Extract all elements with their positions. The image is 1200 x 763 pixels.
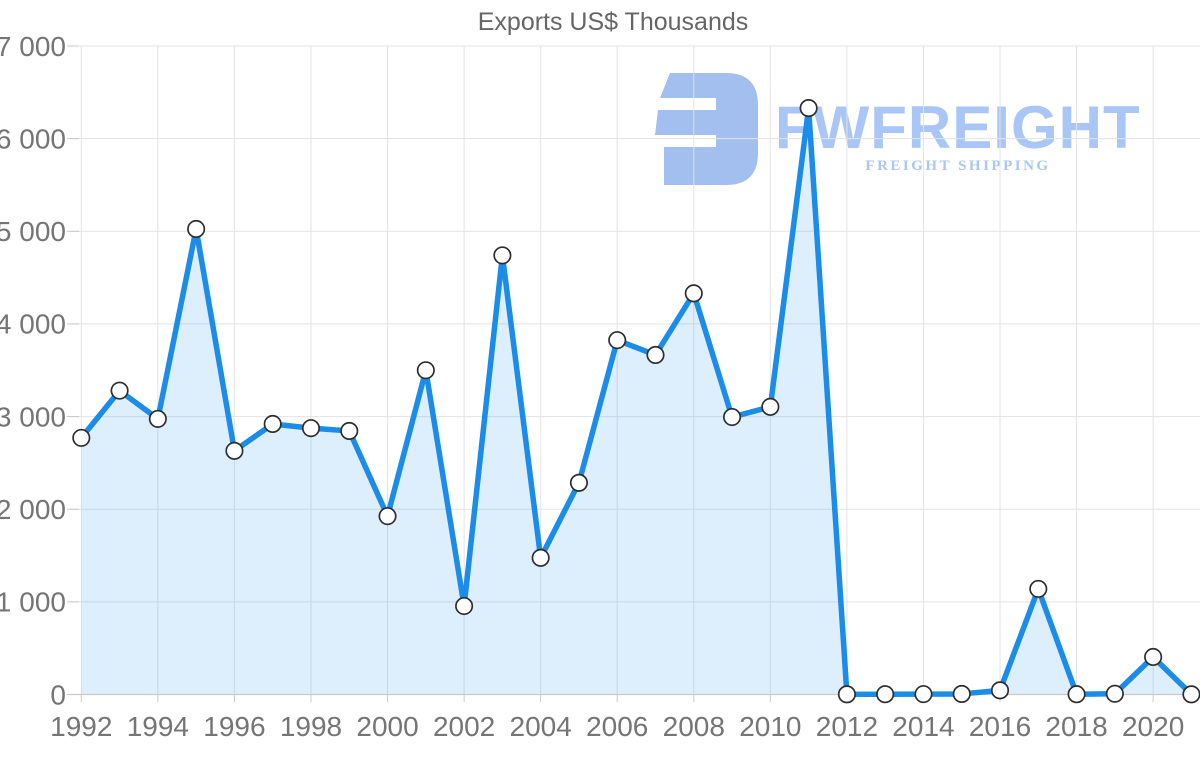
- x-axis-tick-label: 2014: [892, 711, 954, 742]
- data-point-marker[interactable]: [301, 419, 321, 438]
- y-axis-tick-label: 0: [50, 679, 66, 710]
- data-point-marker[interactable]: [990, 681, 1010, 700]
- chart-title: Exports US$ Thousands: [477, 8, 749, 36]
- y-axis-tick-label: 3 000: [0, 401, 66, 432]
- data-point-marker[interactable]: [493, 246, 512, 265]
- data-point-marker[interactable]: [225, 441, 244, 460]
- gridlines: [70, 45, 1200, 695]
- y-axis-tick-label: 4 000: [0, 309, 66, 340]
- x-axis-tick-label: 1994: [127, 711, 189, 742]
- y-axis-tick-label: 1 000: [0, 587, 66, 618]
- data-point-marker[interactable]: [148, 409, 167, 428]
- data-point-marker[interactable]: [416, 361, 435, 380]
- x-axis-tick-label: 2018: [1045, 711, 1107, 742]
- x-axis-tick-label: 2006: [586, 711, 648, 742]
- x-axis-tick-label: 2010: [739, 711, 801, 742]
- y-axis-tick-label: 7 000: [0, 31, 66, 62]
- x-axis-tick-label: 1998: [280, 711, 342, 742]
- data-point-marker[interactable]: [1144, 647, 1163, 667]
- data-point-marker[interactable]: [608, 331, 627, 350]
- data-point-marker[interactable]: [569, 473, 588, 492]
- data-point-marker[interactable]: [952, 684, 971, 703]
- y-axis-tick-label: 6 000: [0, 123, 66, 154]
- data-point-marker[interactable]: [1029, 579, 1048, 598]
- data-point-marker[interactable]: [914, 685, 933, 704]
- y-axis-tick-label: 5 000: [0, 216, 66, 247]
- data-point-marker[interactable]: [455, 596, 474, 616]
- data-point-marker[interactable]: [646, 345, 665, 365]
- data-point-marker[interactable]: [263, 414, 282, 434]
- x-axis-labels: 1992 1994 1996 1998 2000 2002 2004 2006 2008 2010…: [50, 711, 1184, 742]
- x-axis-tick-label: 2000: [356, 711, 418, 742]
- data-point-marker[interactable]: [72, 428, 91, 447]
- x-axis-tick-label: 2012: [816, 711, 878, 742]
- data-point-marker[interactable]: [799, 99, 818, 118]
- x-axis-tick-label: 1992: [50, 711, 112, 742]
- data-point-marker[interactable]: [761, 397, 780, 416]
- x-axis-tick-label: 2004: [510, 711, 572, 742]
- data-point-marker[interactable]: [684, 284, 703, 303]
- data-point-marker[interactable]: [378, 507, 397, 526]
- data-point-marker[interactable]: [837, 685, 856, 704]
- data-point-marker[interactable]: [723, 407, 742, 427]
- y-axis-labels: 0 1 000 2 000 3 000 4 000 5 000 6 000 7 000: [0, 31, 66, 710]
- data-point-marker[interactable]: [1067, 685, 1086, 704]
- x-axis-tick-label: 2002: [433, 711, 495, 742]
- data-point-marker[interactable]: [1182, 685, 1200, 704]
- x-axis-tick-label: 2020: [1122, 711, 1184, 742]
- y-axis-tick-label: 2 000: [0, 494, 66, 525]
- data-point-marker[interactable]: [340, 421, 359, 440]
- x-axis-tick-label: 1996: [203, 711, 265, 742]
- data-point-markers: [72, 99, 1200, 704]
- data-point-marker[interactable]: [187, 219, 206, 239]
- area-fill: [81, 108, 1192, 695]
- x-axis-tick-label: 2016: [969, 711, 1031, 742]
- x-axis-tick-label: 2008: [663, 711, 725, 742]
- data-point-marker[interactable]: [110, 381, 129, 400]
- data-point-marker[interactable]: [1105, 684, 1124, 703]
- data-point-marker[interactable]: [876, 685, 895, 704]
- data-point-marker[interactable]: [531, 548, 550, 567]
